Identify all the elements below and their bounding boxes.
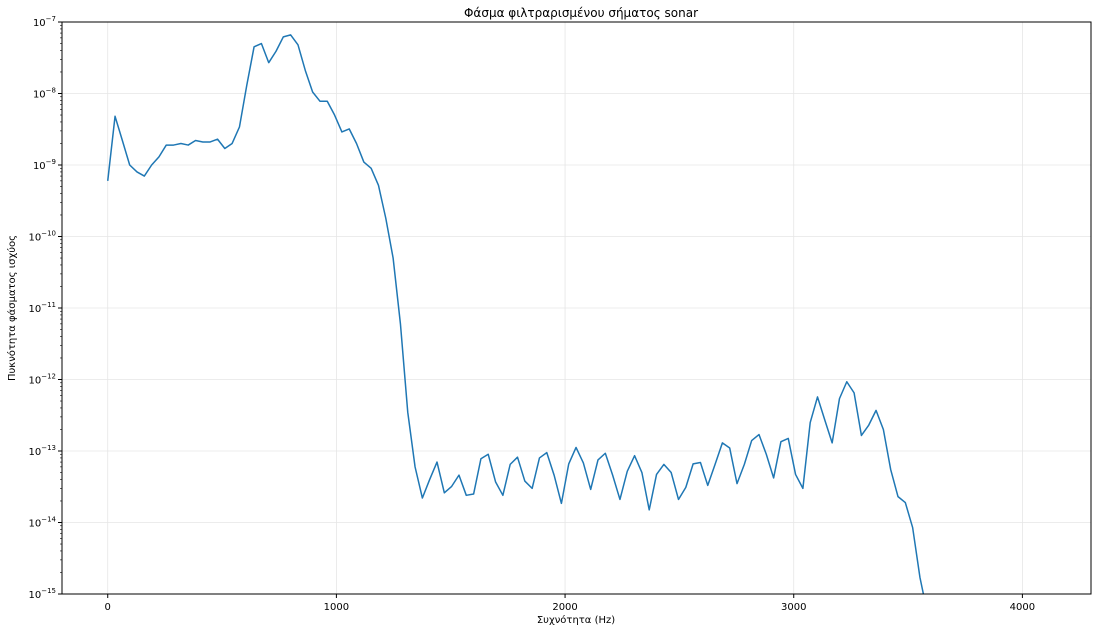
x-axis-title: Συχνότητα (Hz) (537, 614, 615, 626)
y-tick-label: 10−14 (28, 516, 56, 530)
y-tick-label: 10−15 (28, 587, 56, 601)
y-axis-title: Πυκνότητα φάσματος ισχύος (6, 235, 18, 381)
spectrum-line (106, 34, 925, 594)
y-tick-label: 10−13 (28, 444, 56, 458)
y-tick-label: 10−12 (28, 373, 56, 387)
chart-title: Φάσμα φιλτραρισμένου σήματος sonar (464, 6, 698, 20)
x-axis-ticks: 0 1000 2000 3000 4000 (105, 594, 1035, 613)
y-tick-label: 10−8 (33, 87, 56, 101)
y-tick-label: 10−10 (28, 230, 56, 244)
x-tick-label: 0 (105, 602, 111, 613)
y-tick-label: 10−11 (28, 301, 56, 315)
grid-layer (62, 21, 1091, 595)
x-tick-label: 3000 (781, 602, 806, 613)
x-tick-label: 2000 (552, 602, 577, 613)
series-layer (106, 34, 925, 594)
x-tick-label: 4000 (1010, 602, 1035, 613)
y-axis-ticks: 10−15 10−14 10−13 10−12 10−11 10−10 10−9 10−8 10… (28, 15, 62, 601)
x-tick-label: 1000 (324, 602, 349, 613)
y-tick-label: 10−9 (33, 158, 56, 172)
y-tick-label: 10−7 (33, 15, 56, 29)
